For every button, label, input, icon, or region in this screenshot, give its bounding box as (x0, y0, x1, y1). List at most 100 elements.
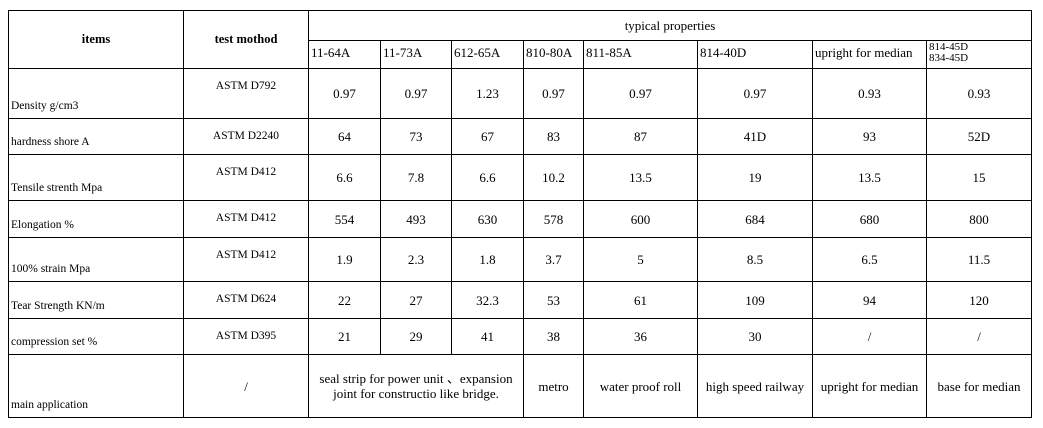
table-cell: 8.5 (697, 237, 813, 282)
table-cell: 493 (380, 200, 452, 238)
typical-properties-header: typical properties (308, 10, 1032, 41)
row-label: Density g/cm3 (8, 68, 184, 119)
test-method-header: test mothod (183, 10, 309, 69)
row-label: hardness shore A (8, 118, 184, 155)
application-cell: high speed railway (697, 354, 813, 418)
row-test-method: ASTM D412 (183, 237, 309, 282)
table-cell: 0.93 (812, 68, 927, 119)
table-cell: 0.97 (583, 68, 698, 119)
application-row: main application / seal strip for power … (8, 354, 1032, 418)
table-cell: 0.97 (380, 68, 452, 119)
grade-header-line: 834-45D (929, 52, 969, 64)
table-cell: 13.5 (583, 154, 698, 201)
table-cell: 0.97 (308, 68, 381, 119)
items-header: items (8, 10, 184, 69)
table-cell: 554 (308, 200, 381, 238)
table-cell: 1.8 (451, 237, 524, 282)
grade-header: 814-40D (697, 40, 813, 69)
table-cell: 800 (926, 200, 1032, 238)
table-cell: 11.5 (926, 237, 1032, 282)
table-cell: 1.23 (451, 68, 524, 119)
table-cell: 52D (926, 118, 1032, 155)
row-label: main application (8, 354, 184, 418)
table-row: Density g/cm3 ASTM D792 0.97 0.97 1.23 0… (8, 68, 1032, 119)
properties-table: items test mothod typical properties 11-… (8, 10, 1032, 418)
row-test-method: ASTM D412 (183, 154, 309, 201)
row-label: Tensile strenth Mpa (8, 154, 184, 201)
application-cell: water proof roll (583, 354, 698, 418)
table-cell: 109 (697, 281, 813, 319)
table-cell: 83 (523, 118, 584, 155)
row-label: Tear Strength KN/m (8, 281, 184, 319)
table-cell: 19 (697, 154, 813, 201)
table-row: Tear Strength KN/m ASTM D624 22 27 32.3 … (8, 281, 1032, 319)
table-cell: 600 (583, 200, 698, 238)
table-cell: 3.7 (523, 237, 584, 282)
table-row: 100% strain Mpa ASTM D412 1.9 2.3 1.8 3.… (8, 237, 1032, 282)
application-cell: base for median (926, 354, 1032, 418)
properties-table-container: items test mothod typical properties 11-… (8, 10, 1032, 418)
grade-header-line: 814-45D (929, 41, 969, 53)
table-cell: 64 (308, 118, 381, 155)
table-cell: 36 (583, 318, 698, 355)
row-label: compression set % (8, 318, 184, 355)
grade-header: upright for median (812, 40, 927, 69)
table-cell: 93 (812, 118, 927, 155)
grade-header: 811-85A (583, 40, 698, 69)
table-cell: 61 (583, 281, 698, 319)
application-cell: upright for median (812, 354, 927, 418)
grade-header: 612-65A (451, 40, 524, 69)
table-cell: 1.9 (308, 237, 381, 282)
header-row-2: 11-64A 11-73A 612-65A 810-80A 811-85A 81… (9, 40, 1032, 69)
table-row: compression set % ASTM D395 21 29 41 38 … (8, 318, 1032, 355)
table-cell: 41D (697, 118, 813, 155)
table-cell: 73 (380, 118, 452, 155)
table-cell: / (926, 318, 1032, 355)
table-cell: 684 (697, 200, 813, 238)
row-test-method: ASTM D624 (183, 281, 309, 319)
row-test-method: ASTM D412 (183, 200, 309, 238)
table-cell: 94 (812, 281, 927, 319)
grade-header: 810-80A (523, 40, 584, 69)
table-cell: 630 (451, 200, 524, 238)
table-cell: 27 (380, 281, 452, 319)
row-test-method: ASTM D2240 (183, 118, 309, 155)
table-cell: 15 (926, 154, 1032, 201)
table-cell: 30 (697, 318, 813, 355)
application-merged-cell: seal strip for power unit 、expansion joi… (308, 354, 524, 418)
table-cell: 6.5 (812, 237, 927, 282)
table-cell: 87 (583, 118, 698, 155)
grade-header: 11-73A (380, 40, 452, 69)
table-cell: 2.3 (380, 237, 452, 282)
row-label: 100% strain Mpa (8, 237, 184, 282)
table-cell: 6.6 (451, 154, 524, 201)
table-cell: 38 (523, 318, 584, 355)
table-cell: 578 (523, 200, 584, 238)
application-cell: metro (523, 354, 584, 418)
table-cell: 0.97 (523, 68, 584, 119)
table-cell: 67 (451, 118, 524, 155)
header-row-1: items test mothod typical properties (8, 10, 1032, 69)
table-cell: 41 (451, 318, 524, 355)
table-cell: 5 (583, 237, 698, 282)
table-cell: 6.6 (308, 154, 381, 201)
row-test-method: / (183, 354, 309, 418)
table-cell: / (812, 318, 927, 355)
table-cell: 7.8 (380, 154, 452, 201)
table-cell: 10.2 (523, 154, 584, 201)
table-cell: 22 (308, 281, 381, 319)
table-row: Elongation % ASTM D412 554 493 630 578 6… (8, 200, 1032, 238)
table-cell: 0.97 (697, 68, 813, 119)
table-cell: 120 (926, 281, 1032, 319)
table-cell: 32.3 (451, 281, 524, 319)
table-row: Tensile strenth Mpa ASTM D412 6.6 7.8 6.… (8, 154, 1032, 201)
table-cell: 680 (812, 200, 927, 238)
grade-header-last: 814-45D 834-45D (926, 40, 1032, 69)
row-test-method: ASTM D395 (183, 318, 309, 355)
table-cell: 21 (308, 318, 381, 355)
row-test-method: ASTM D792 (183, 68, 309, 119)
table-cell: 13.5 (812, 154, 927, 201)
table-row: hardness shore A ASTM D2240 64 73 67 83 … (8, 118, 1032, 155)
table-cell: 53 (523, 281, 584, 319)
table-cell: 0.93 (926, 68, 1032, 119)
